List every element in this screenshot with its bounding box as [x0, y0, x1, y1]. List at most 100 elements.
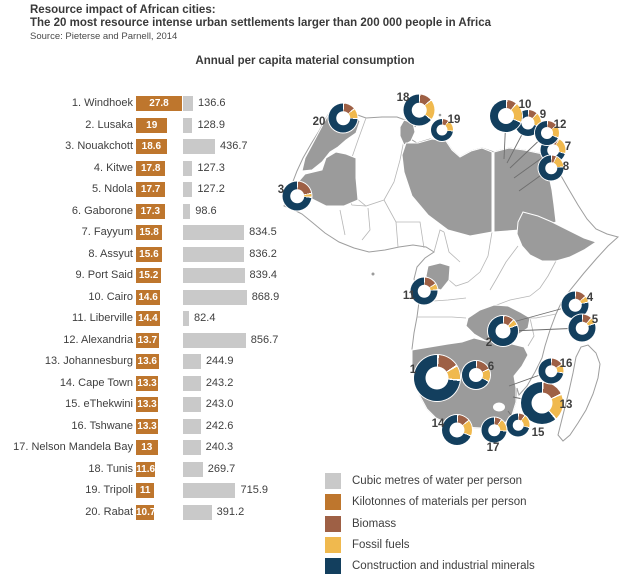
city-donut [403, 94, 435, 126]
water-bar [183, 440, 201, 455]
city-label: 4. Kitwe [93, 161, 133, 174]
source-note: Source: Pieterse and Parnell, 2014 [30, 31, 178, 42]
bar-row: 18. Tunis 11.6 269.7 [10, 461, 320, 477]
donut-hole [469, 368, 483, 382]
chart-title: Annual per capita material consumption [195, 55, 415, 67]
legend-item: Construction and industrial minerals [325, 558, 535, 575]
marker-number: 20 [312, 116, 326, 128]
marker-number: 8 [562, 161, 570, 173]
city-label: 15. eThekwini [65, 398, 133, 410]
city-donut [282, 181, 312, 211]
donut-hole [546, 143, 560, 157]
madagascar-outline [557, 344, 601, 442]
bar-row: 2. Lusaka 19 128.9 [10, 117, 320, 133]
city-label: 1. Windhoek [71, 97, 133, 109]
city-donut [568, 314, 596, 342]
water-value: 98.6 [195, 204, 217, 217]
city-label: 19. Tripoli [85, 484, 133, 496]
city-donut [521, 382, 563, 424]
materials-bar: 27.8 [136, 96, 182, 111]
legend-swatch [325, 494, 341, 511]
water-value: 715.9 [240, 484, 268, 496]
bar-row: 16. Tshwane 13.3 242.6 [10, 418, 320, 434]
bar-row: 4. Kitwe 17.8 127.3 [10, 160, 320, 176]
water-value: 243.0 [205, 398, 234, 410]
city-label: 17. Nelson Mandela Bay [13, 441, 133, 453]
donut-hole [411, 102, 427, 118]
marker-number: 14 [431, 418, 445, 430]
bar-row: 6. Gaborone 17.3 98.6 [10, 203, 320, 219]
materials-bar: 11 [136, 483, 155, 498]
materials-bar: 17.7 [136, 182, 166, 197]
water-bar [183, 96, 193, 111]
water-bar [183, 397, 201, 412]
donut-hole [531, 392, 553, 414]
donut-hole [575, 321, 589, 335]
city-donut [538, 358, 564, 384]
marker-number: 19 [447, 114, 461, 126]
legend-swatch [325, 558, 341, 575]
city-label: 2. Lusaka [85, 118, 133, 131]
donut-hole [521, 116, 535, 130]
city-donut [481, 417, 507, 443]
marker-number: 7 [564, 141, 572, 153]
water-bar [183, 289, 247, 305]
bar-row: 9. Port Said 15.2 839.4 [10, 268, 320, 283]
marker-number: 18 [396, 92, 410, 104]
water-bar [183, 375, 201, 391]
materials-bar: 11.6 [136, 461, 156, 477]
city-donut [535, 121, 559, 145]
water-value: 244.9 [205, 355, 234, 367]
materials-bar: 13.3 [136, 418, 158, 434]
legend-swatch [325, 473, 341, 489]
materials-bar: 15.6 [136, 246, 162, 262]
water-value: 128.9 [197, 118, 225, 131]
water-bar [183, 160, 193, 176]
materials-bar: 13.7 [136, 332, 159, 348]
legend-item: Kilotonnes of materials per person [325, 494, 535, 511]
bar-row: 17. Nelson Mandela Bay 13 240.3 [10, 440, 320, 455]
city-donut [431, 119, 453, 141]
city-label: 14. Cape Town [59, 376, 133, 389]
donut-hole [289, 188, 305, 204]
city-label: 7. Fayyum [81, 226, 133, 238]
country-ethiopia [516, 211, 598, 262]
donut-hole [544, 364, 558, 378]
bar-row: 14. Cape Town 13.3 243.2 [10, 375, 320, 391]
water-bar [183, 225, 245, 240]
city-donut [538, 155, 564, 181]
bar-row: 3. Nouakchott 18.6 436.7 [10, 139, 320, 154]
city-donut [462, 361, 490, 389]
materials-bar: 13.3 [136, 397, 158, 412]
legend-swatch [325, 515, 341, 532]
bar-row: 20. Rabat 10.7 391.2 [10, 504, 320, 520]
materials-bar: 13 [136, 440, 158, 455]
materials-bar: 13.3 [136, 375, 158, 391]
water-value: 836.2 [249, 247, 277, 260]
donut-hole [425, 366, 449, 390]
water-bar [183, 268, 245, 283]
water-value: 269.7 [207, 462, 236, 475]
water-value: 839.4 [249, 269, 278, 281]
legend-label: Fossil fuels [352, 538, 410, 551]
legend-label: Cubic metres of water per person [352, 475, 523, 487]
city-label: 18. Tunis [88, 462, 133, 475]
materials-bar: 17.3 [136, 203, 165, 219]
water-value: 391.2 [216, 505, 245, 518]
bar-row: 5. Ndola 17.7 127.2 [10, 182, 320, 197]
donut-hole [544, 161, 558, 175]
materials-bar: 14.6 [136, 289, 161, 305]
marker-number: 1 [409, 364, 417, 376]
city-label: 5. Ndola [92, 183, 133, 195]
water-value: 240.3 [205, 441, 234, 453]
city-donut [488, 316, 518, 346]
water-bar [183, 311, 190, 326]
bar-row: 19. Tripoli 11 715.9 [10, 483, 320, 498]
legend-label: Biomass [352, 517, 397, 530]
bar-row: 11. Liberville 14.4 82.4 [10, 311, 320, 326]
bar-row: 10. Cairo 14.6 868.9 [10, 289, 320, 305]
page-title-line2: The 20 most resource intense urban settl… [30, 17, 492, 29]
bar-row: 8. Assyut 15.6 836.2 [10, 246, 320, 262]
lesotho-hole [493, 402, 505, 412]
